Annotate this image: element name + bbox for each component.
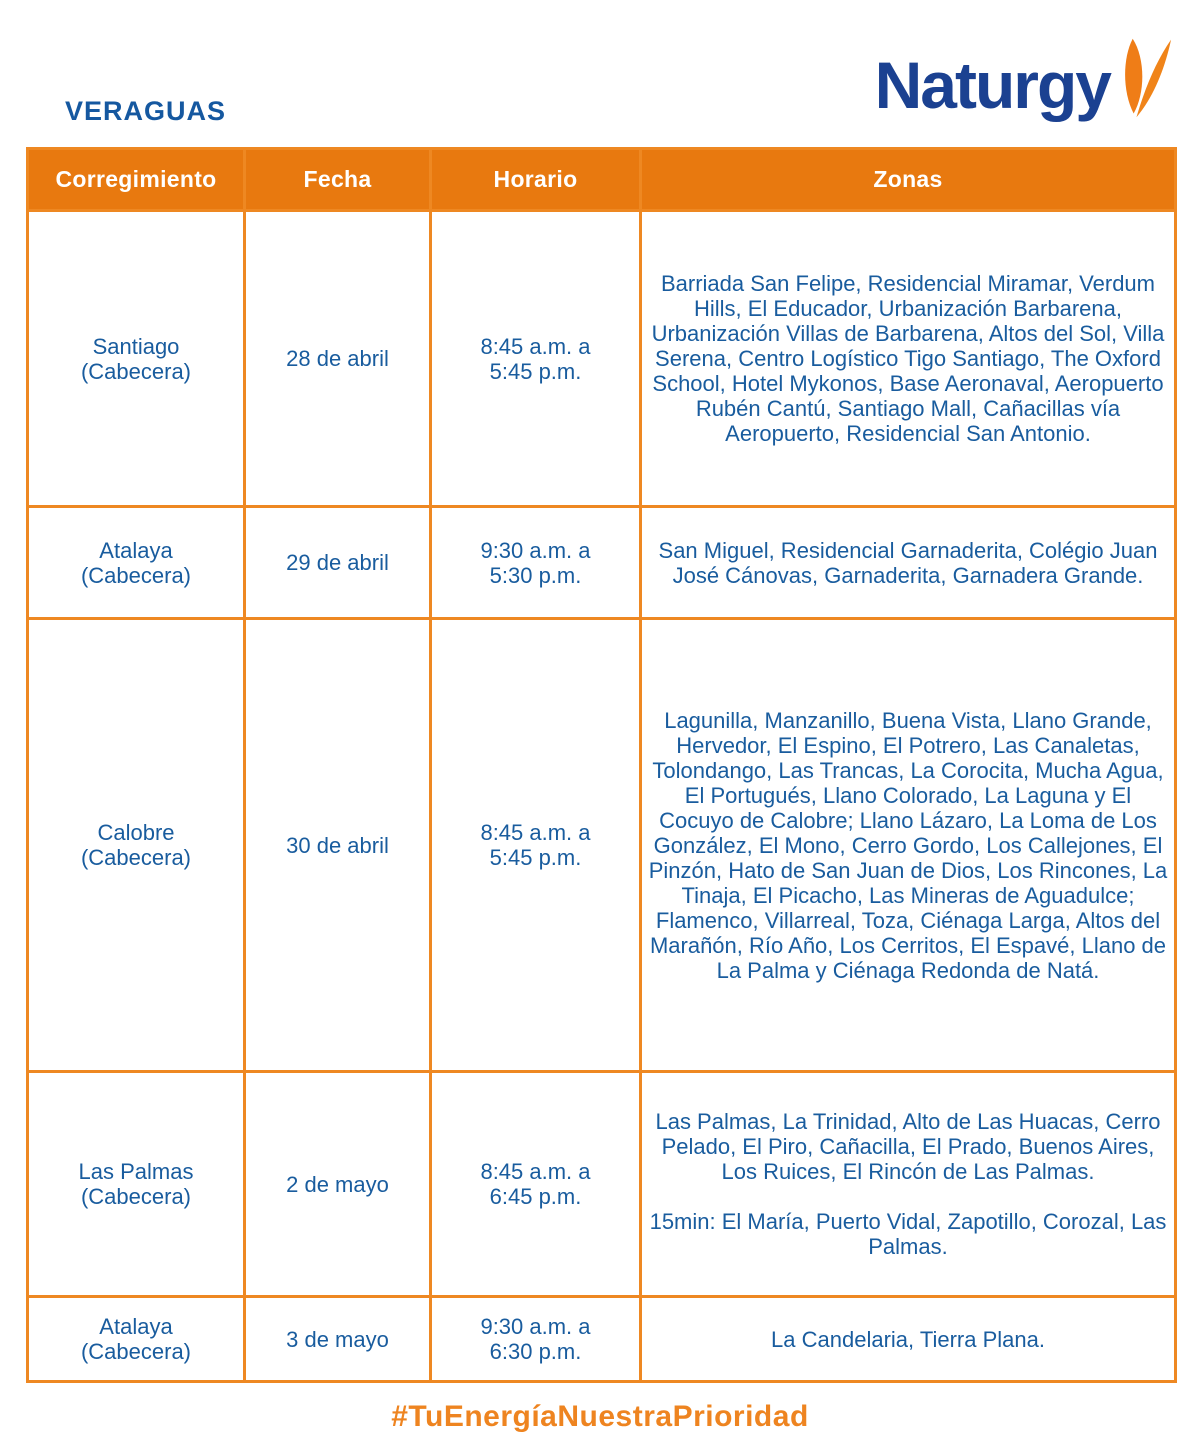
table-header-row: Corregimiento Fecha Horario Zonas (26, 147, 1177, 212)
naturgy-wordmark: Naturgy (874, 48, 1112, 122)
cell-horario: 9:30 a.m. a 5:30 p.m. (429, 505, 642, 620)
corregimiento-name: Santiago (92, 333, 180, 359)
table-row: Santiago (Cabecera) 28 de abril 8:45 a.m… (26, 209, 1177, 508)
outage-schedule-table: Corregimiento Fecha Horario Zonas Santia… (26, 147, 1177, 1383)
naturgy-logo: Naturgy (875, 30, 1172, 131)
zonas-text: Lagunilla, Manzanillo, Buena Vista, Llan… (648, 707, 1168, 983)
corregimiento-name: Las Palmas (78, 1159, 194, 1184)
zonas-text-15min: 15min: El María, Puerto Vidal, Zapotillo… (649, 1209, 1167, 1259)
column-header-corregimiento: Corregimiento (26, 147, 246, 212)
corregimiento-name: Atalaya (99, 1314, 173, 1339)
cell-horario: 8:45 a.m. a 6:45 p.m. (429, 1070, 642, 1298)
butterfly-icon (1114, 30, 1172, 131)
cell-horario: 8:45 a.m. a 5:45 p.m. (429, 209, 642, 508)
zonas-text: Las Palmas, La Trinidad, Alto de Las Hua… (655, 1109, 1161, 1184)
horario-start: 8:45 a.m. a (480, 820, 591, 845)
cell-horario: 9:30 a.m. a 6:30 p.m. (429, 1295, 642, 1383)
page-header: VERAGUAS Naturgy (0, 0, 1200, 147)
table-row: Las Palmas (Cabecera) 2 de mayo 8:45 a.m… (26, 1070, 1177, 1298)
horario-start: 9:30 a.m. a (480, 1314, 591, 1339)
cell-corregimiento: Atalaya (Cabecera) (26, 1295, 246, 1383)
horario-end: 5:45 p.m. (489, 358, 582, 384)
table-row: Atalaya (Cabecera) 3 de mayo 9:30 a.m. a… (26, 1295, 1177, 1383)
horario-end: 5:45 p.m. (489, 845, 582, 870)
cell-fecha: 30 de abril (243, 617, 432, 1073)
corregimiento-sub: (Cabecera) (80, 358, 192, 384)
corregimiento-name: Calobre (97, 820, 175, 845)
footer-hashtag: #TuEnergíaNuestraPrioridad (391, 1400, 809, 1433)
corregimiento-sub: (Cabecera) (80, 1184, 192, 1209)
cell-corregimiento: Calobre (Cabecera) (26, 617, 246, 1073)
column-header-zonas: Zonas (639, 147, 1177, 212)
cell-corregimiento: Las Palmas (Cabecera) (26, 1070, 246, 1298)
cell-zonas: San Miguel, Residencial Garnaderita, Col… (639, 505, 1177, 620)
corregimiento-sub: (Cabecera) (80, 845, 192, 870)
table-row: Atalaya (Cabecera) 29 de abril 9:30 a.m.… (26, 505, 1177, 620)
cell-zonas: Barriada San Felipe, Residencial Miramar… (639, 209, 1177, 508)
zonas-text: San Miguel, Residencial Garnaderita, Col… (658, 537, 1158, 588)
zonas-text: Barriada San Felipe, Residencial Miramar… (651, 271, 1165, 446)
horario-start: 9:30 a.m. a (480, 537, 591, 563)
cell-fecha: 29 de abril (243, 505, 432, 620)
horario-end: 5:30 p.m. (489, 562, 582, 588)
cell-horario: 8:45 a.m. a 5:45 p.m. (429, 617, 642, 1073)
cell-fecha: 28 de abril (243, 209, 432, 508)
page-title: VERAGUAS (65, 96, 227, 126)
horario-start: 8:45 a.m. a (480, 333, 591, 359)
zonas-text: La Candelaria, Tierra Plana. (771, 1326, 1045, 1352)
cell-zonas: Las Palmas, La Trinidad, Alto de Las Hua… (639, 1070, 1177, 1298)
cell-fecha: 2 de mayo (243, 1070, 432, 1298)
horario-end: 6:45 p.m. (489, 1184, 582, 1209)
column-header-fecha: Fecha (243, 147, 432, 212)
cell-corregimiento: Atalaya (Cabecera) (26, 505, 246, 620)
cell-corregimiento: Santiago (Cabecera) (26, 209, 246, 508)
corregimiento-sub: (Cabecera) (80, 1339, 192, 1364)
horario-start: 8:45 a.m. a (480, 1159, 591, 1184)
cell-fecha: 3 de mayo (243, 1295, 432, 1383)
cell-zonas: La Candelaria, Tierra Plana. (639, 1295, 1177, 1383)
corregimiento-sub: (Cabecera) (80, 562, 192, 588)
cell-zonas: Lagunilla, Manzanillo, Buena Vista, Llan… (639, 617, 1177, 1073)
horario-end: 6:30 p.m. (489, 1339, 582, 1364)
table-row: Calobre (Cabecera) 30 de abril 8:45 a.m.… (26, 617, 1177, 1073)
column-header-horario: Horario (429, 147, 642, 212)
corregimiento-name: Atalaya (99, 537, 173, 563)
